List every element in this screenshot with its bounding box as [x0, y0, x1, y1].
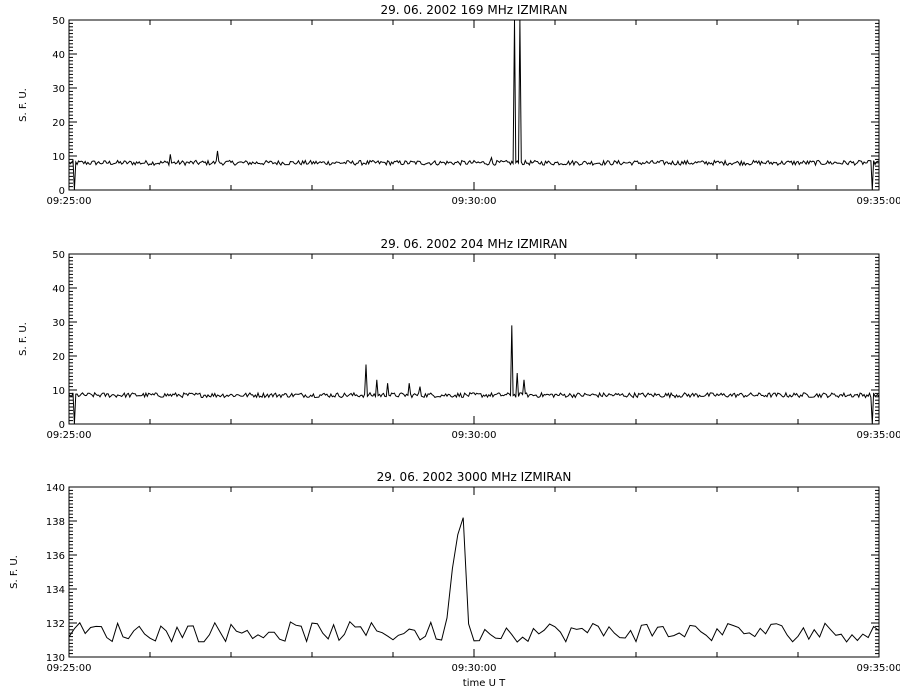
x-tick-label: 09:35:00	[857, 430, 900, 441]
y-tick-label: 130	[46, 653, 65, 664]
x-tick-label: 09:35:00	[857, 663, 900, 674]
x-tick-label: 09:25:00	[47, 663, 92, 674]
chart-panel-2: 29. 06. 2002 204 MHz IZMIRAN 0 10 20 30 40 50 0…	[18, 237, 900, 441]
plot-frame	[68, 19, 880, 191]
series-line-1	[68, 19, 880, 191]
y-tick-label: 20	[52, 352, 65, 363]
y-tick-label: 140	[46, 483, 65, 494]
chart-title: 29. 06. 2002 169 MHz IZMIRAN	[380, 3, 567, 17]
x-tick-label: 09:30:00	[452, 430, 497, 441]
y-tick-label: 40	[52, 284, 65, 295]
x-tick-label: 09:35:00	[857, 196, 900, 207]
chart-title: 29. 06. 2002 204 MHz IZMIRAN	[380, 237, 567, 251]
series-line-1	[68, 517, 880, 644]
y-tick-label: 0	[59, 186, 65, 197]
x-tick-label: 09:25:00	[47, 196, 92, 207]
chart-panel-1: 29. 06. 2002 169 MHz IZMIRAN 0 10 20 30 40 50 0…	[18, 3, 900, 207]
y-tick-label: 40	[52, 50, 65, 61]
chart-title: 29. 06. 2002 3000 MHz IZMIRAN	[377, 470, 572, 484]
y-axis-label: S. F. U.	[9, 555, 20, 589]
y-axis-label: S. F. U.	[18, 88, 29, 122]
plot-frame	[68, 486, 880, 658]
x-tick-label: 09:30:00	[452, 196, 497, 207]
y-tick-label: 134	[46, 585, 65, 596]
y-tick-label: 138	[46, 517, 65, 528]
y-tick-label: 30	[52, 84, 65, 95]
y-tick-label: 132	[46, 619, 65, 630]
x-tick-label: 09:30:00	[452, 663, 497, 674]
y-tick-label: 30	[52, 318, 65, 329]
y-tick-label: 0	[59, 420, 65, 431]
y-tick-label: 50	[52, 250, 65, 261]
y-axis-label: S. F. U.	[18, 322, 29, 356]
chart-panel-3: 29. 06. 2002 3000 MHz IZMIRAN 130 132 134 13…	[9, 470, 900, 689]
y-tick-label: 136	[46, 551, 65, 562]
y-tick-label: 10	[52, 152, 65, 163]
y-tick-label: 50	[52, 16, 65, 27]
x-tick-label: 09:25:00	[47, 430, 92, 441]
series-line-1	[68, 325, 880, 425]
y-tick-label: 20	[52, 118, 65, 129]
x-axis-label: time U T	[463, 678, 506, 689]
plot-frame	[68, 253, 880, 425]
y-tick-label: 10	[52, 386, 65, 397]
